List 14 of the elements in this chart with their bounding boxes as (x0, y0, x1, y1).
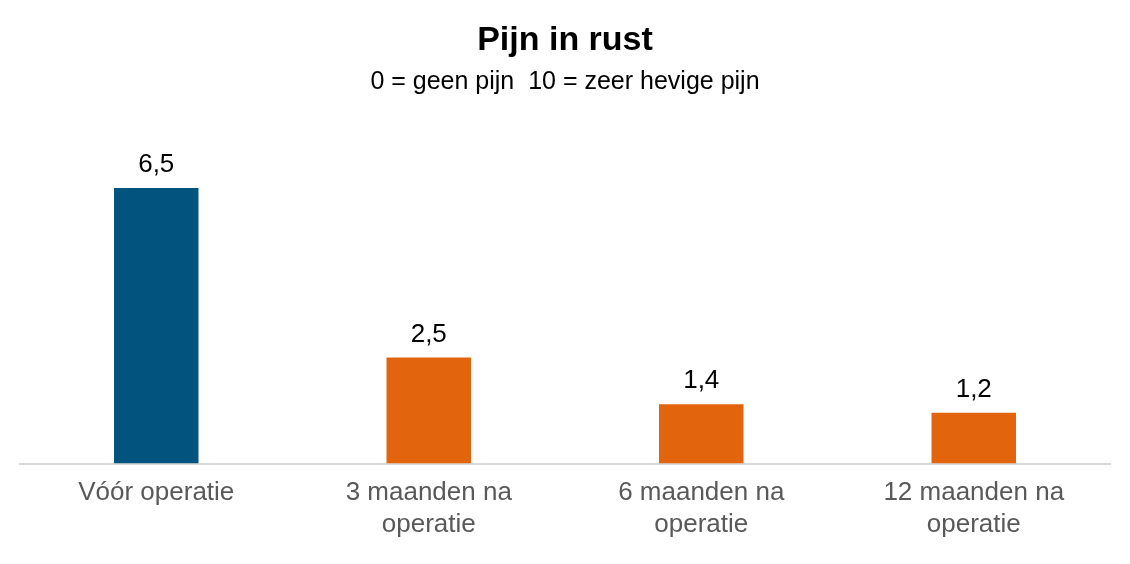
bar (114, 188, 199, 464)
data-label: 6,5 (138, 148, 175, 179)
data-label: 1,2 (955, 372, 992, 403)
x-tick-label: 12 maanden na operatie (883, 476, 1065, 538)
bar (386, 357, 471, 464)
x-tick-label: Vóór operatie (78, 476, 235, 507)
x-tick-label: 6 maanden na operatie (618, 476, 785, 538)
data-label: 1,4 (683, 364, 720, 395)
chart-title: Pijn in rust (477, 18, 653, 57)
data-label: 2,5 (410, 317, 447, 348)
bar (931, 412, 1016, 464)
chart-subtitle: 0 = geen pijn 10 = zeer hevige pijn (370, 65, 760, 94)
bar (659, 404, 744, 464)
x-tick-label: 3 maanden na operatie (345, 476, 513, 538)
